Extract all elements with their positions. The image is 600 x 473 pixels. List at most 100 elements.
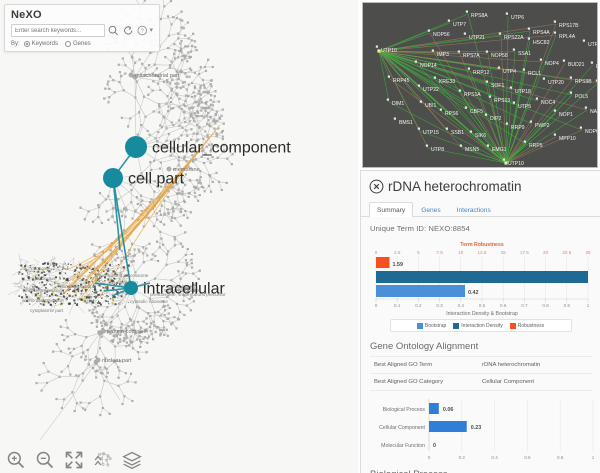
svg-text:RPS17B: RPS17B [559,23,579,29]
tab-summary[interactable]: Summary [369,202,414,217]
svg-text:UBI1: UBI1 [425,103,436,109]
canvas-toolbar[interactable] [6,450,142,470]
legend-swatch-robustness [509,322,516,329]
svg-text:UTP8: UTP8 [431,147,444,153]
svg-text:nucleolus: nucleolus [36,276,56,281]
radio-option-keywords[interactable]: Keywords [23,41,59,47]
ontology-tree-graphic[interactable]: mitochondrial part membrane protein comple… [0,0,358,473]
go-term-key: Best Aligned GO Term [370,356,478,374]
svg-text:cell part: cell part [128,171,185,188]
go-category-value: Cellular Component [478,373,592,391]
svg-text:0.4: 0.4 [491,455,498,460]
robustness-density-chart: Term Robustness 0 2.5 5 7.5 10 12.5 15 17.5 20 22.… [370,239,591,317]
legend-label-interaction-density: Interaction Density [461,322,503,329]
svg-text:RPS8A: RPS8A [471,13,488,19]
svg-text:0.3: 0.3 [436,303,443,308]
zoom-in-icon[interactable] [6,450,26,470]
radio-genes-label: Genes [73,41,91,47]
svg-text:amino acid transport: amino acid transport [22,298,64,303]
svg-text:0.4: 0.4 [458,303,465,308]
svg-text:NOP14: NOP14 [420,63,437,69]
svg-text:SSA1: SSA1 [518,51,531,57]
ontology-tree-canvas[interactable]: mitochondrial part membrane protein comple… [0,0,358,473]
svg-text:0: 0 [428,455,431,460]
radio-keywords-indicator[interactable] [23,41,30,47]
svg-text:NAN1: NAN1 [590,109,598,115]
svg-text:22.5: 22.5 [562,250,571,255]
svg-text:UTP10: UTP10 [381,48,397,54]
svg-text:Biological Process: Biological Process [383,407,426,413]
svg-text:RRP12: RRP12 [473,70,490,76]
search-panel[interactable]: NeXO ? ▾ By: Keywords [4,4,160,52]
collapse-tree-icon[interactable] [93,450,113,470]
svg-text:SSB1: SSB1 [451,130,464,136]
svg-text:90S preribosome: 90S preribosome [164,288,199,293]
legend-swatch-bootstrap [416,322,423,329]
svg-text:1: 1 [592,455,595,460]
radio-option-genes[interactable]: Genes [65,41,91,47]
svg-text:0: 0 [375,303,378,308]
go-alignment-title: Gene Ontology Alignment [370,341,479,352]
fit-to-screen-icon[interactable] [64,450,84,470]
svg-text:25: 25 [585,250,591,255]
svg-text:Term Robustness: Term Robustness [460,242,504,248]
help-icon[interactable]: ? [136,24,148,37]
svg-text:UTP18: UTP18 [515,89,531,95]
refresh-icon[interactable] [122,24,134,37]
tab-interactions[interactable]: Interactions [456,207,491,214]
close-circle-icon[interactable] [369,179,384,194]
tab-genes[interactable]: Genes [421,207,441,214]
legend-item-bootstrap: Bootstrap [416,322,446,329]
svg-text:nuclear lumen: nuclear lumen [166,284,195,289]
svg-text:KRE33: KRE33 [439,79,455,85]
svg-text:MSN5: MSN5 [465,147,479,153]
search-input[interactable] [11,24,106,37]
svg-text:RPL4A: RPL4A [559,34,576,40]
svg-text:SIK6: SIK6 [475,133,486,139]
svg-text:0.6: 0.6 [524,455,531,460]
radio-keywords-label: Keywords [31,41,59,47]
layers-icon[interactable] [122,450,142,470]
go-alignment-chart-svg: 0 0.2 0.4 0.6 0.8 1 Biological Process 0.06 Cell… [379,399,595,460]
radio-genes-indicator[interactable] [65,41,72,47]
svg-text:NOC4: NOC4 [541,100,555,106]
svg-text:mitochondrial part: mitochondrial part [135,73,180,79]
term-detail-panel[interactable]: rDNA heterochromatin Summary Genes Inter… [360,170,600,473]
svg-text:BUD21: BUD21 [568,62,585,68]
svg-text:NOP4: NOP4 [545,61,559,67]
svg-text:NOP1: NOP1 [559,112,573,118]
svg-text:1.59: 1.59 [392,262,403,268]
svg-text:cellular_component: cellular_component [152,140,291,157]
legend-item-robustness: Robustness [509,322,544,329]
svg-text:RRP5: RRP5 [529,143,543,149]
zoom-out-icon[interactable] [35,450,55,470]
detail-tabs[interactable]: Summary Genes Interactions [361,201,600,217]
go-alignment-chart: 0 0.2 0.4 0.6 0.8 1 Biological Process 0.06 Cell… [361,395,600,467]
table-row: Best Aligned GO Term rDNA heterochromati… [370,356,592,374]
svg-text:UTP15: UTP15 [423,130,439,136]
legend-item-interaction-density: Interaction Density [453,322,503,329]
chevron-down-icon[interactable]: ▾ [149,27,153,34]
svg-text:15: 15 [501,250,507,255]
svg-text:RPS13: RPS13 [494,98,510,104]
svg-text:0.1: 0.1 [394,303,401,308]
svg-text:POL5: POL5 [575,94,588,100]
svg-text:PWP2: PWP2 [535,123,550,129]
svg-text:DIM1: DIM1 [392,101,404,107]
svg-text:UTP22: UTP22 [423,87,439,93]
svg-text:0.42: 0.42 [468,290,479,296]
go-alignment-table: Best Aligned GO Term rDNA heterochromati… [370,356,592,391]
svg-text:0.8: 0.8 [542,303,549,308]
svg-text:RPS7A: RPS7A [463,53,480,59]
gene-interaction-network-panel[interactable]: RPS8A UTP6 RPS17B UTP7 NOP56 UTP21 RPS22A RPS4A… [362,2,598,168]
svg-text:NOP6: NOP6 [585,129,598,135]
svg-text:Cellular Component: Cellular Component [379,425,425,431]
svg-text:MPP10: MPP10 [559,136,576,142]
svg-text:0: 0 [433,443,436,449]
search-icon[interactable] [107,24,119,37]
svg-text:cytosolic ribosome: cytosolic ribosome [130,299,168,304]
svg-text:UTP21: UTP21 [469,35,485,41]
svg-text:intracellular: intracellular [143,281,225,298]
svg-text:RPS22A: RPS22A [504,35,524,41]
